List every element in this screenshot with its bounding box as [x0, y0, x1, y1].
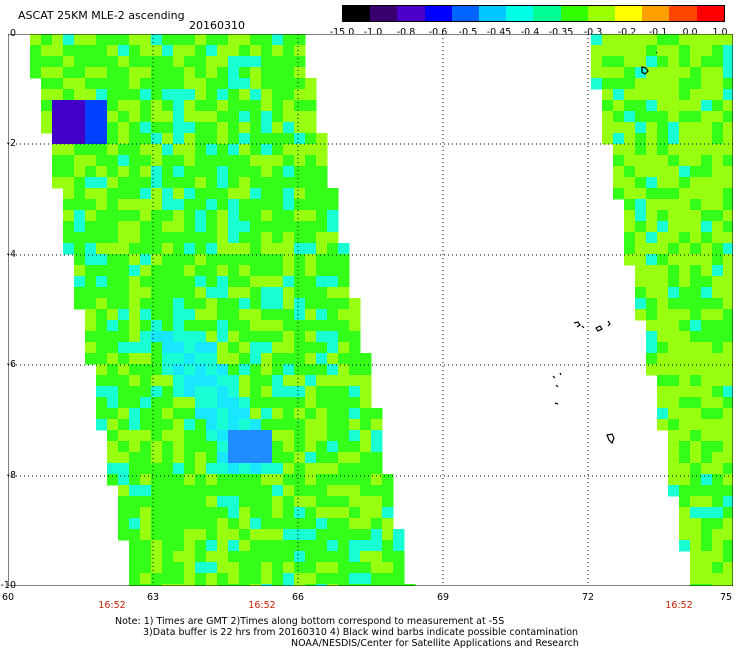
y-tick-label: -4: [6, 249, 16, 260]
y-tick-label: 0: [9, 28, 16, 39]
colorbar-segment: [615, 6, 643, 21]
y-tick-label: -8: [6, 470, 16, 481]
note-line-2: 3)Data buffer is 22 hrs from 20160310 4)…: [143, 627, 579, 638]
x-tick-label: 69: [436, 592, 450, 603]
colorbar-label: -0.35: [548, 27, 574, 38]
colorbar-label: -0.5: [458, 27, 478, 38]
x-tick-label: 75: [719, 592, 733, 603]
colorbar-segment: [479, 6, 507, 21]
island-4: [595, 320, 611, 332]
colorbar-label: 0.0: [682, 27, 698, 38]
note-line-1: Note: 1) Times are GMT 2)Times along bot…: [115, 616, 505, 627]
x-tick-label: 63: [146, 592, 160, 603]
y-tick-label: -10: [0, 580, 16, 591]
x-tick-label: 66: [291, 592, 305, 603]
colorbar: [342, 5, 725, 22]
colorbar-label: -0.1: [648, 27, 668, 38]
colorbar-segment: [642, 6, 670, 21]
colorbar-label: -0.2: [617, 27, 637, 38]
wind-map: [8, 34, 733, 586]
x-tick-label: 60: [1, 592, 15, 603]
colorbar-segment: [533, 6, 561, 21]
map-title: ASCAT 25KM MLE-2 ascending: [18, 9, 185, 22]
y-tick-label: -6: [6, 359, 16, 370]
colorbar-segment: [587, 6, 616, 21]
colorbar-label: -0.8: [396, 27, 416, 38]
colorbar-segment: [397, 6, 425, 21]
x-tick-label: 72: [581, 592, 595, 603]
colorbar-segment: [560, 6, 588, 21]
colorbar-segment: [696, 6, 724, 21]
island-3: [573, 321, 585, 329]
colorbar-segment: [424, 6, 452, 21]
pass-time-label: 16:52: [248, 600, 276, 611]
colorbar-label: -1.0: [363, 27, 383, 38]
island-1: [641, 66, 649, 75]
colorbar-label: 1.0: [712, 27, 728, 38]
note-line-3: NOAA/NESDIS/Center for Satellite Applica…: [291, 638, 579, 649]
island-6: [606, 433, 615, 445]
colorbar-segment: [669, 6, 697, 21]
colorbar-label: -15.0: [329, 27, 355, 38]
pass-time-label: 16:52: [665, 600, 693, 611]
colorbar-segment: [451, 6, 480, 21]
colorbar-label: -0.3: [583, 27, 603, 38]
colorbar-segment: [343, 6, 371, 21]
pass-time-label: 16:52: [98, 600, 126, 611]
colorbar-label: -0.45: [486, 27, 512, 38]
colorbar-segment: [370, 6, 398, 21]
island-5: [552, 372, 562, 405]
colorbar-label: -0.4: [520, 27, 540, 38]
colorbar-segment: [506, 6, 534, 21]
map-date: 20160310: [189, 19, 245, 32]
colorbar-label: -0.6: [428, 27, 448, 38]
y-tick-label: -2: [6, 138, 16, 149]
island-2: [655, 51, 658, 54]
